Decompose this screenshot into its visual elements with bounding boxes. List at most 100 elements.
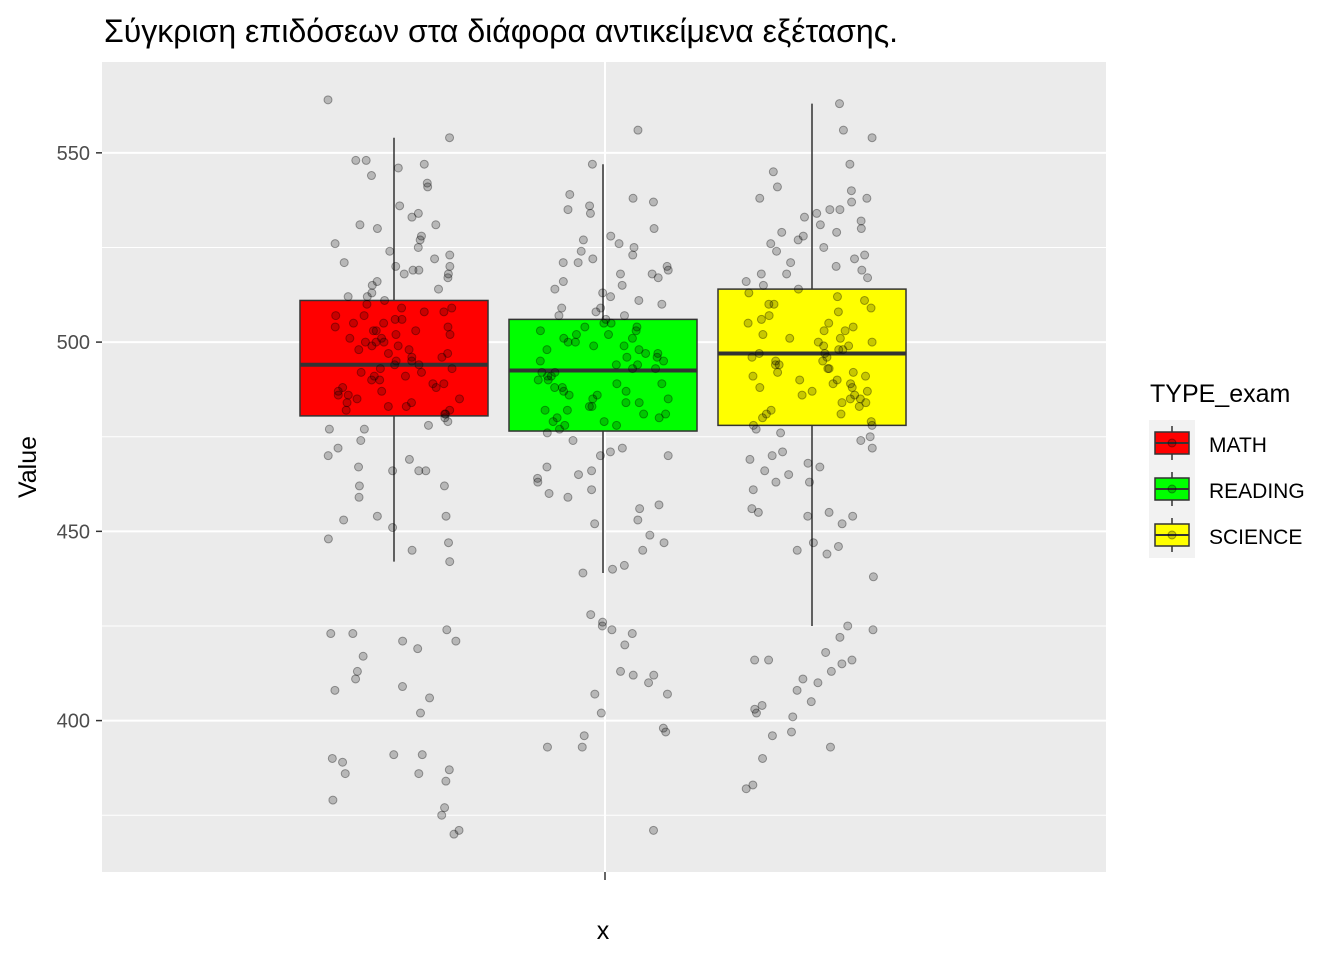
- jitter-point: [628, 250, 638, 260]
- jitter-point: [845, 394, 855, 404]
- jitter-point: [788, 712, 798, 722]
- jitter-point: [413, 242, 423, 252]
- jitter-point: [361, 155, 371, 165]
- jitter-point: [606, 318, 616, 328]
- jitter-point: [564, 390, 574, 400]
- jitter-point: [644, 678, 654, 688]
- jitter-point: [415, 708, 425, 718]
- jitter-point: [414, 360, 424, 370]
- jitter-point: [635, 504, 645, 514]
- jitter-point: [654, 500, 664, 510]
- jitter-point: [772, 246, 782, 256]
- jitter-point: [654, 413, 664, 423]
- jitter-point: [417, 750, 427, 760]
- jitter-point: [565, 189, 575, 199]
- jitter-point: [443, 348, 453, 358]
- jitter-point: [355, 220, 365, 230]
- jitter-point: [649, 825, 659, 835]
- jitter-point: [400, 371, 410, 381]
- jitter-point: [867, 443, 877, 453]
- jitter-point: [323, 534, 333, 544]
- jitter-point: [416, 231, 426, 241]
- jitter-point: [587, 466, 597, 476]
- jitter-point: [639, 409, 649, 419]
- jitter-point: [822, 352, 832, 362]
- jitter-point: [340, 769, 350, 779]
- jitter-point: [748, 371, 758, 381]
- jitter-point: [437, 352, 447, 362]
- jitter-point: [629, 242, 639, 252]
- jitter-point: [558, 258, 568, 268]
- jitter-point: [590, 519, 600, 529]
- jitter-point: [333, 386, 343, 396]
- jitter-point: [371, 337, 381, 347]
- jitter-point: [323, 451, 333, 461]
- jitter-point: [595, 451, 605, 461]
- jitter-point: [588, 394, 598, 404]
- jitter-point: [662, 689, 672, 699]
- jitter-point: [786, 258, 796, 268]
- jitter-point: [632, 322, 642, 332]
- jitter-point: [596, 303, 606, 313]
- jitter-point: [597, 621, 607, 631]
- jitter-point: [573, 258, 583, 268]
- jitter-point: [743, 318, 753, 328]
- jitter-point: [559, 386, 569, 396]
- jitter-point: [585, 208, 595, 218]
- box-math: [299, 299, 489, 417]
- jitter-point: [754, 348, 764, 358]
- jitter-point: [744, 288, 754, 298]
- jitter-point: [540, 405, 550, 415]
- jitter-point: [815, 220, 825, 230]
- jitter-point: [550, 284, 560, 294]
- jitter-point: [659, 356, 669, 366]
- jitter-point: [867, 133, 877, 143]
- jitter-point: [587, 401, 597, 411]
- jitter-point: [383, 348, 393, 358]
- jitter-point: [351, 155, 361, 165]
- jitter-point: [454, 394, 464, 404]
- jitter-point: [843, 621, 853, 631]
- jitter-point: [367, 341, 377, 351]
- jitter-point: [622, 352, 632, 362]
- jitter-point: [821, 647, 831, 657]
- jitter-point: [769, 299, 779, 309]
- jitter-point: [772, 182, 782, 192]
- jitter-point: [371, 326, 381, 336]
- jitter-point: [443, 269, 453, 279]
- jitter-point: [441, 776, 451, 786]
- jitter-point: [345, 333, 355, 343]
- jitter-point: [651, 364, 661, 374]
- jitter-point: [331, 311, 341, 321]
- jitter-point: [608, 564, 618, 574]
- jitter-point: [658, 723, 668, 733]
- jitter-point: [661, 727, 671, 737]
- jitter-point: [398, 636, 408, 646]
- jitter-point: [343, 292, 353, 302]
- jitter-point: [407, 212, 417, 222]
- jitter-point: [634, 398, 644, 408]
- jitter-point: [441, 409, 451, 419]
- jitter-point: [611, 360, 621, 370]
- jitter-point: [786, 727, 796, 737]
- jitter-point: [454, 825, 464, 835]
- jitter-point: [758, 280, 768, 290]
- jitter-point: [578, 235, 588, 245]
- jitter-point: [748, 485, 758, 495]
- jitter-point: [833, 307, 843, 317]
- jitter-point: [443, 322, 453, 332]
- jitter-point: [793, 284, 803, 294]
- jitter-point: [372, 511, 382, 521]
- jitter-point: [537, 367, 547, 377]
- jitter-point: [862, 386, 872, 396]
- jitter-point: [383, 401, 393, 411]
- jitter-point: [652, 352, 662, 362]
- jitter-point: [379, 318, 389, 328]
- jitter-point: [377, 386, 387, 396]
- jitter-point: [447, 364, 457, 374]
- jitter-point: [848, 322, 858, 332]
- jitter-point: [362, 299, 372, 309]
- jitter-point: [385, 246, 395, 256]
- jitter-point: [352, 666, 362, 676]
- jitter-point: [451, 636, 461, 646]
